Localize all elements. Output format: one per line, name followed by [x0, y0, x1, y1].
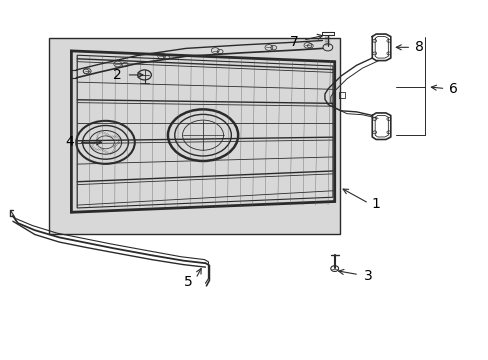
Text: 2: 2	[113, 68, 122, 82]
Text: 1: 1	[370, 197, 379, 211]
Text: 7: 7	[289, 35, 298, 49]
Text: 4: 4	[65, 135, 74, 149]
Text: 6: 6	[448, 82, 457, 95]
Text: 8: 8	[414, 40, 423, 54]
FancyBboxPatch shape	[49, 39, 339, 234]
Text: 5: 5	[183, 275, 192, 289]
Text: 3: 3	[363, 269, 372, 283]
